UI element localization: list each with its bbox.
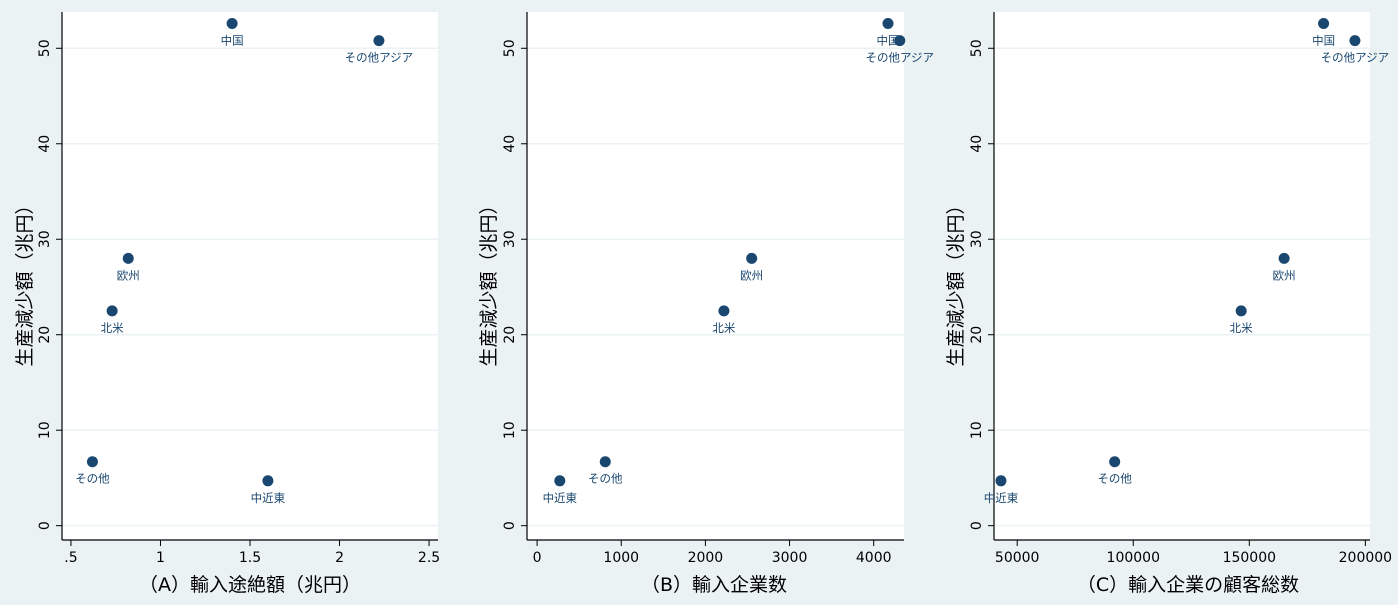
y-tick-label: 40 <box>37 135 53 153</box>
point-label: 中国 <box>1312 33 1335 47</box>
data-point <box>86 456 98 468</box>
data-point <box>1278 252 1290 264</box>
point-label: 欧州 <box>740 268 763 282</box>
y-tick-label: 50 <box>502 39 518 57</box>
y-axis-title: 生産減少額（兆円） <box>945 195 967 366</box>
point-label: その他アジア <box>1321 51 1390 65</box>
chart-panel-b: 0 10 20 30 40 50 0 1000 2000 3000 4000 中国その他アジア欧州北米… <box>478 12 934 596</box>
point-label: 中近東 <box>984 491 1019 505</box>
y-tick-label: 10 <box>502 421 518 439</box>
data-point <box>1235 305 1247 317</box>
data-point <box>106 305 118 317</box>
y-tick-label: 0 <box>37 521 53 530</box>
point-label: その他 <box>1097 472 1132 486</box>
data-point <box>1349 35 1361 47</box>
data-point <box>718 305 730 317</box>
y-tick-label: 20 <box>969 326 985 344</box>
data-point <box>122 252 134 264</box>
point-label: 中近東 <box>251 491 286 505</box>
x-tick-label: 150000 <box>1223 550 1276 566</box>
plot-area <box>62 12 438 540</box>
y-tick-label: 50 <box>969 39 985 57</box>
x-axis-title: （A）輸入途絶額（兆円） <box>139 574 361 596</box>
data-point <box>1109 456 1121 468</box>
y-axis-title: 生産減少額（兆円） <box>478 195 500 366</box>
x-tick-label: 0 <box>533 550 542 566</box>
data-point <box>554 475 566 487</box>
point-label: 欧州 <box>117 268 140 282</box>
x-tick-label: .5 <box>64 550 77 566</box>
x-tick-label: 1000 <box>603 550 639 566</box>
data-point <box>373 35 385 47</box>
y-tick-label: 30 <box>502 230 518 248</box>
point-label: その他アジア <box>866 51 935 65</box>
y-tick-label: 50 <box>37 39 53 57</box>
x-tick-label: 2.5 <box>418 550 440 566</box>
y-tick-label: 0 <box>969 521 985 530</box>
chart-panel-c: 0 10 20 30 40 50 50000 100000 150000 200000 中国その他ア… <box>945 12 1392 596</box>
data-point <box>262 475 274 487</box>
y-tick-label: 20 <box>37 326 53 344</box>
y-axis-title: 生産減少額（兆円） <box>14 195 36 366</box>
point-label: 北米 <box>101 321 124 335</box>
point-label: その他 <box>588 472 623 486</box>
x-tick-label: 50000 <box>995 550 1040 566</box>
y-tick-label: 10 <box>37 421 53 439</box>
y-tick-label: 10 <box>969 421 985 439</box>
point-label: 欧州 <box>1273 268 1296 282</box>
data-point <box>1318 17 1330 29</box>
y-tick-label: 40 <box>969 135 985 153</box>
x-tick-label: 200000 <box>1339 550 1392 566</box>
y-tick-label: 0 <box>502 521 518 530</box>
point-label: その他アジア <box>345 51 414 65</box>
data-point <box>746 252 758 264</box>
point-label: その他 <box>75 472 110 486</box>
point-label: 北米 <box>712 321 735 335</box>
data-point <box>894 35 906 47</box>
y-tick-label: 40 <box>502 135 518 153</box>
x-tick-label: 3000 <box>772 550 808 566</box>
point-label: 北米 <box>1230 321 1253 335</box>
data-point <box>599 456 611 468</box>
point-label: 中国 <box>221 33 244 47</box>
y-tick-label: 30 <box>969 230 985 248</box>
data-point <box>882 17 894 29</box>
data-point <box>995 475 1007 487</box>
x-tick-label: 1.5 <box>239 550 261 566</box>
x-axis-title: （B）輸入企業数 <box>641 574 787 596</box>
x-tick-label: 1 <box>156 550 165 566</box>
y-tick-label: 20 <box>502 326 518 344</box>
y-tick-label: 30 <box>37 230 53 248</box>
plot-area <box>994 12 1370 540</box>
x-axis-title: （C）輸入企業の顧客総数 <box>1077 574 1299 596</box>
x-tick-label: 2000 <box>688 550 724 566</box>
x-tick-label: 2 <box>335 550 344 566</box>
x-tick-label: 100000 <box>1107 550 1160 566</box>
plot-area <box>527 12 904 540</box>
data-point <box>226 17 238 29</box>
point-label: 中国 <box>877 33 900 47</box>
x-tick-label: 4000 <box>856 550 892 566</box>
point-label: 中近東 <box>543 491 578 505</box>
